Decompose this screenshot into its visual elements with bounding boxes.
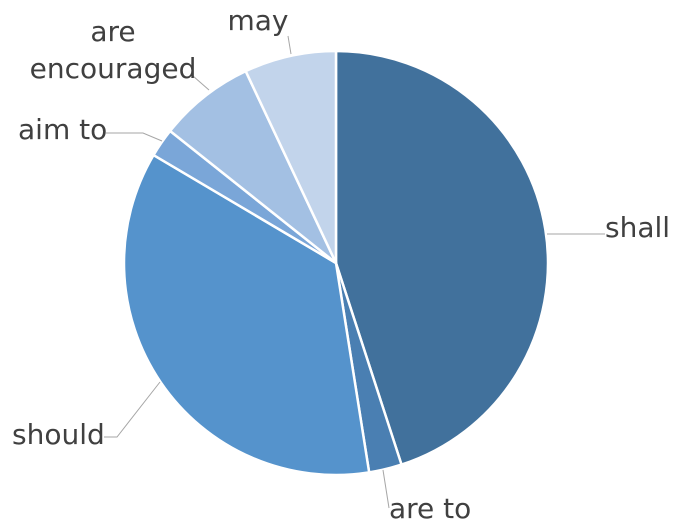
pie-slice-shall	[334, 49, 550, 466]
leader-line-are-to	[382, 469, 390, 509]
leader-line-should	[104, 381, 161, 438]
slice-label-aim-to: aim to	[18, 113, 107, 146]
leader-line-may	[287, 35, 292, 55]
leaders-layer	[104, 35, 605, 509]
slice-label-are-to: are to	[389, 492, 471, 521]
leader-line-are-encouraged	[192, 75, 210, 91]
slice-label-should: should	[12, 418, 105, 451]
slice-label-are-encouraged: are encouraged	[30, 15, 197, 85]
slices-layer	[122, 49, 550, 477]
slice-label-may: may	[227, 4, 288, 37]
pie-slice-are-encouraged	[168, 69, 338, 265]
pie-slice-may	[244, 49, 338, 265]
labels-layer: shall are to should aim to are encouraged may	[12, 4, 670, 521]
leader-line-aim-to	[106, 132, 163, 142]
pie-slice-should	[122, 153, 371, 477]
slice-label-shall: shall	[605, 211, 670, 244]
